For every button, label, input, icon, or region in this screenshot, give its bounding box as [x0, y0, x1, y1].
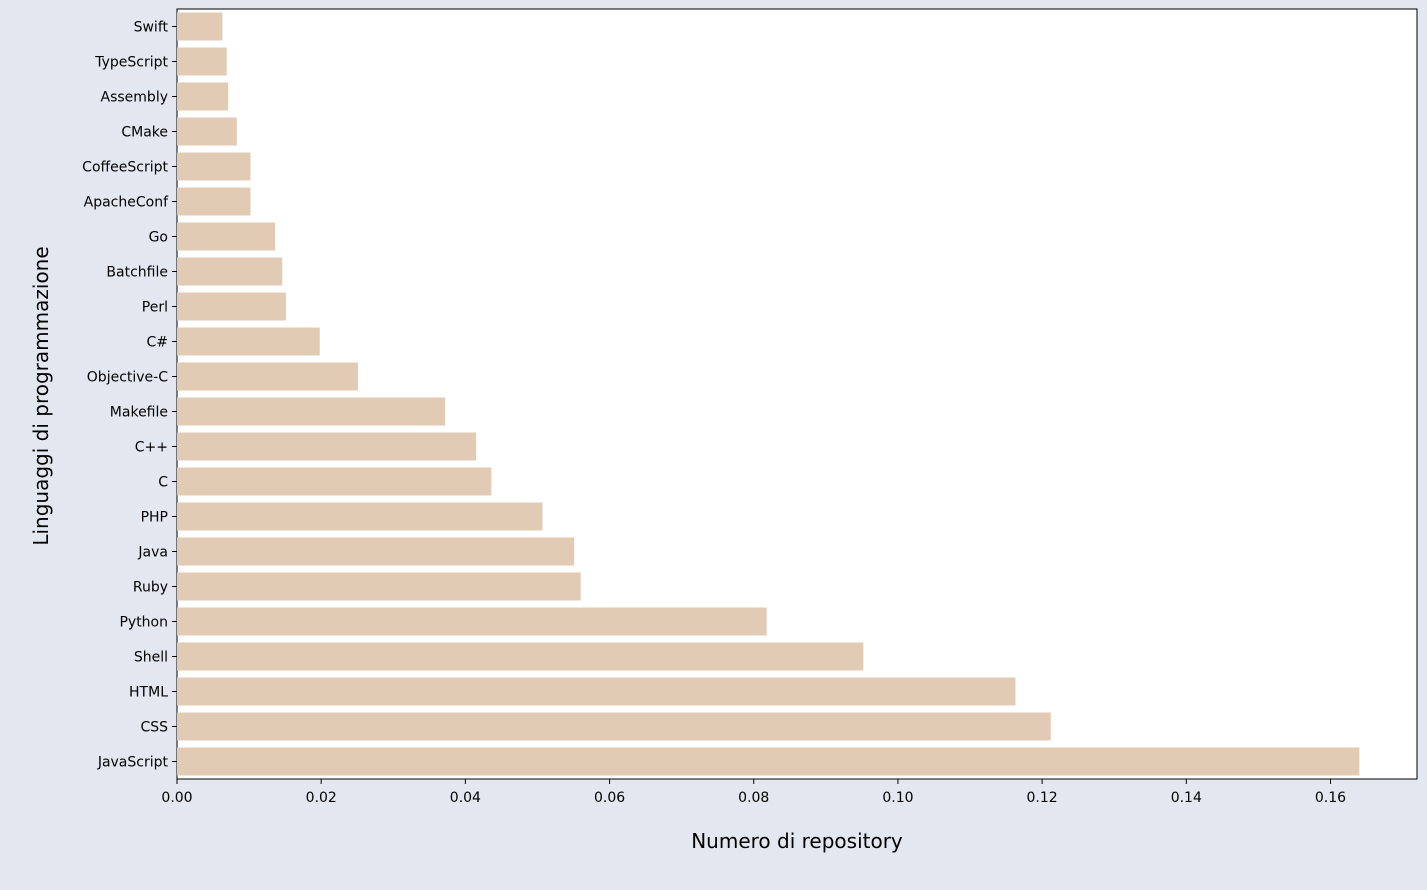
y-tick-label: PHP — [141, 510, 168, 526]
x-tick-label: 0.16 — [1315, 790, 1346, 806]
y-tick-label: Ruby — [133, 580, 168, 596]
bar-cmake — [177, 117, 237, 146]
y-tick-label: C++ — [135, 440, 168, 456]
y-tick-label: C — [158, 475, 168, 491]
bar-shell — [177, 642, 864, 671]
x-tick-label: 0.08 — [738, 790, 769, 806]
y-tick-label: CoffeeScript — [82, 160, 168, 176]
bar-perl — [177, 292, 286, 321]
bar-java — [177, 537, 575, 566]
y-tick-label: Shell — [134, 650, 168, 666]
x-tick-label: 0.00 — [161, 790, 192, 806]
y-tick-label: TypeScript — [94, 55, 168, 71]
bars-group — [177, 12, 1360, 776]
bar-c- — [177, 327, 320, 356]
x-axis-label: Numero di repository — [691, 829, 903, 853]
bar-python — [177, 607, 767, 636]
x-tick-label: 0.12 — [1027, 790, 1058, 806]
x-tick-labels-group: 0.00 0.02 0.04 0.06 0.08 0.10 0.12 0.14 0.16 — [161, 779, 1346, 806]
bar-php — [177, 502, 543, 531]
y-tick-label: CMake — [121, 125, 168, 141]
y-tick-label: Java — [137, 545, 168, 561]
bar-swift — [177, 12, 223, 41]
y-tick-label: HTML — [129, 685, 168, 701]
x-tick-label: 0.04 — [450, 790, 481, 806]
bar-assembly — [177, 82, 229, 111]
bar-ruby — [177, 572, 581, 601]
bar-batchfile — [177, 257, 283, 286]
x-tick-label: 0.02 — [306, 790, 337, 806]
y-tick-label: Makefile — [110, 405, 168, 421]
bar-apacheconf — [177, 187, 251, 216]
y-tick-label: CSS — [140, 720, 168, 736]
y-axis-label: Linguaggi di programmazione — [29, 246, 53, 545]
bar-makefile — [177, 397, 446, 426]
y-tick-label: Objective-C — [87, 370, 168, 386]
bar-css — [177, 712, 1051, 741]
x-tick-label: 0.14 — [1171, 790, 1202, 806]
bar-go — [177, 222, 276, 251]
bar-javascript — [177, 747, 1360, 776]
bar-c — [177, 467, 492, 496]
bar-html — [177, 677, 1016, 706]
y-tick-label: Batchfile — [106, 265, 168, 281]
y-tick-labels-group: Swift TypeScript Assembly CMake CoffeeScript… — [82, 20, 177, 771]
bar-coffeescript — [177, 152, 251, 181]
bar-c- — [177, 432, 477, 461]
y-tick-label: JavaScript — [97, 755, 169, 771]
y-tick-label: Assembly — [101, 90, 168, 106]
y-tick-label: ApacheConf — [84, 195, 169, 211]
y-tick-label: Python — [119, 615, 168, 631]
y-tick-label: Perl — [142, 300, 168, 316]
x-tick-label: 0.06 — [594, 790, 625, 806]
y-tick-label: C# — [146, 335, 168, 351]
y-tick-label: Swift — [134, 20, 169, 36]
bar-typescript — [177, 47, 227, 76]
y-tick-label: Go — [149, 230, 168, 246]
x-tick-label: 0.10 — [882, 790, 913, 806]
bar-objective-c — [177, 362, 358, 391]
